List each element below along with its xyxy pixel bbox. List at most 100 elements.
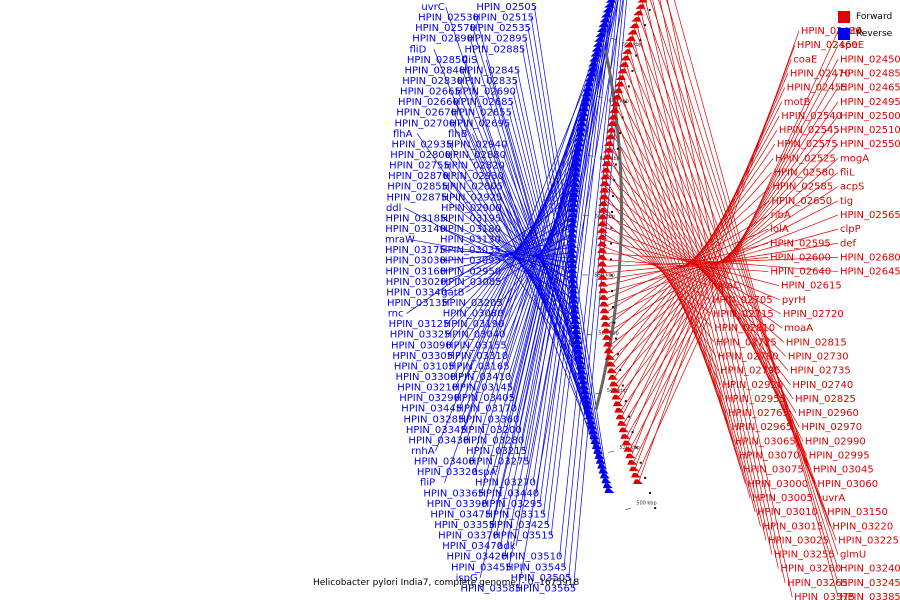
label-leader-line (504, 0, 617, 557)
reverse-gene-label: HPIN_03205 (442, 298, 503, 309)
gene-feature-reverse (585, 71, 596, 77)
gene-feature-black (635, 54, 638, 57)
gene-feature-black (610, 242, 613, 245)
reverse-gene-label: HPIN_03340 (386, 287, 447, 298)
kbp-tick-mark (608, 450, 615, 453)
gene-feature-forward (609, 108, 620, 113)
label-leader-line (602, 242, 839, 281)
gene-features (567, 0, 657, 510)
reverse-gene-label: HPIN_03140 (385, 224, 446, 235)
gene-feature-reverse (576, 121, 587, 127)
forward-gene-label: pyrH (782, 295, 806, 306)
label-leader-line (499, 0, 615, 547)
label-leader-line (652, 0, 779, 569)
gene-feature-forward (618, 427, 629, 433)
reverse-gene-label: HPIN_03400 (414, 457, 475, 468)
reverse-gene-label: HPIN_02570 (415, 23, 476, 34)
gene-feature-reverse (590, 439, 601, 445)
label-leader-line (573, 0, 628, 589)
gene-feature-reverse (572, 339, 583, 345)
label-leader-line (444, 186, 576, 320)
reverse-gene-label: fliP (420, 478, 435, 489)
gene-feature-reverse (567, 258, 578, 264)
gene-feature-forward (597, 228, 608, 233)
reverse-gene-label: HPIN_02875 (387, 192, 448, 203)
gene-feature-black (631, 431, 634, 434)
gene-feature-forward (617, 68, 628, 74)
label-leader-line (673, 0, 839, 598)
label-leader-line (606, 165, 719, 371)
label-leader-line (450, 156, 578, 357)
reverse-gene-label: HPIN_03285 (404, 414, 465, 425)
gene-feature-reverse (588, 429, 599, 435)
forward-gene-label: HPIN_02575 (777, 139, 838, 150)
gene-feature-black (624, 400, 627, 403)
reverse-gene-label: HPIN_03270 (475, 478, 536, 489)
reverse-gene-label: HPIN_03390 (427, 499, 488, 510)
gene-feature-black (648, 8, 651, 11)
label-leader-line (532, 41, 600, 483)
gene-feature-forward (625, 36, 636, 41)
kbp-tick-label: 560 kbp (598, 330, 618, 336)
reverse-gene-label: HPIN_03320 (417, 467, 478, 478)
gene-feature-forward (597, 248, 608, 253)
reverse-gene-label: HPIN_03410 (451, 372, 512, 383)
gene-feature-black (612, 305, 615, 308)
gene-feature-reverse (602, 7, 613, 13)
legend-swatch-reverse (838, 27, 850, 40)
gene-feature-forward (597, 207, 608, 213)
reverse-gene-label: HPIN_03365 (423, 488, 484, 499)
reverse-gene-label: HPIN_03370 (438, 531, 499, 542)
gene-feature-reverse (574, 354, 585, 360)
forward-gene-label: moaC (711, 281, 740, 292)
reverse-gene-label: HPIN_03035 (440, 245, 501, 256)
gene-feature-reverse (573, 141, 584, 147)
gene-feature-reverse (579, 384, 590, 390)
reverse-gene-label: HPIN_03185 (386, 213, 447, 224)
gene-feature-reverse (567, 232, 578, 238)
gene-feature-black (631, 69, 634, 72)
forward-gene-label: moaA (784, 323, 813, 334)
reverse-gene-label: adk (497, 541, 515, 552)
reverse-gene-label: HPIN_02535 (470, 23, 531, 34)
gene-feature-reverse (571, 334, 582, 340)
forward-gene-label: HPIN_03225 (838, 535, 899, 546)
gene-feature-reverse (569, 187, 580, 192)
forward-gene-label: HPIN_02645 (840, 267, 900, 278)
reverse-gene-label: HPIN_02925 (442, 192, 503, 203)
reverse-gene-label: HPIN_02890 (412, 34, 473, 45)
gene-feature-reverse (571, 329, 582, 335)
reverse-gene-label: HPIN_03215 (466, 446, 527, 457)
forward-gene-label: HPIN_02735 (790, 366, 851, 377)
reverse-gene-label: HPIN_03290 (399, 393, 460, 404)
reverse-gene-label: HPIN_02855 (387, 182, 448, 193)
label-leader-line (444, 36, 601, 483)
gene-feature-forward (629, 466, 640, 472)
reverse-gene-label: HPIN_03585 (460, 583, 521, 594)
gene-feature-forward (600, 315, 611, 320)
forward-gene-label: HPIN_02955 (725, 394, 786, 405)
forward-gene-label: HPIN_02680 (840, 252, 900, 263)
forward-gene-label: HPIN_02920 (722, 380, 783, 391)
reverse-gene-label: HPIN_03510 (502, 552, 563, 563)
gene-feature-reverse (570, 324, 581, 329)
gene-feature-forward (597, 241, 608, 247)
forward-gene-label: HPIN_03260 (780, 564, 841, 575)
gene-feature-reverse (572, 151, 583, 157)
label-leader-line (618, 101, 839, 413)
gene-feature-reverse (574, 136, 585, 142)
label-leader-line (637, 15, 831, 527)
label-leader-line (649, 0, 839, 555)
gene-feature-reverse (573, 146, 584, 152)
kbp-tick-mark (596, 96, 603, 98)
gene-feature-black (639, 461, 642, 464)
reverse-gene-label: HPIN_03565 (515, 583, 576, 594)
gene-feature-reverse (597, 463, 608, 469)
reverse-gene-label: HPIN_03145 (452, 383, 513, 394)
gene-feature-reverse (594, 37, 605, 42)
label-leader-line (499, 211, 574, 304)
reverse-gene-label: fliS (462, 55, 477, 66)
forward-gene-label: lolA (770, 224, 789, 235)
gene-feature-reverse (586, 419, 597, 425)
forward-gene-label: HPIN_02715 (713, 309, 774, 320)
